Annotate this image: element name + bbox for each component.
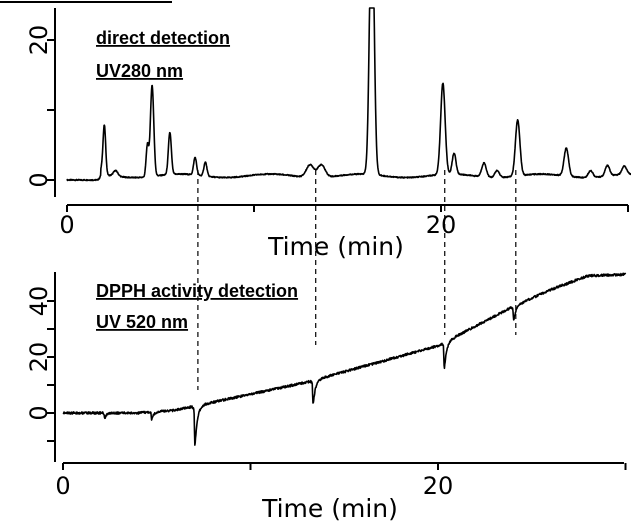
bottom-x-axis-title: Time (min) — [261, 494, 398, 523]
bottom-x-tick-label-0: 0 — [55, 472, 70, 500]
bottom-annotation-line-1: DPPH activity detection — [96, 281, 298, 301]
bottom-y-tick-label-40: 40 — [25, 286, 53, 317]
top-x-tick-label-20: 20 — [426, 211, 457, 239]
bottom-uv520-trace — [62, 272, 627, 446]
top-annotation-line-2: UV280 nm — [96, 61, 183, 81]
bottom-y-tick-label-0: 0 — [25, 405, 53, 420]
top-x-axis-title: Time (min) — [267, 232, 404, 261]
peak-correlation-guides — [197, 170, 517, 390]
top-annotation-line-1: direct detection — [96, 28, 230, 48]
top-panel-direct-detection: 0 20 0 20 Time (min) direct detection UV… — [25, 7, 631, 261]
top-uv280-trace — [66, 7, 631, 182]
bottom-axis-ticks — [47, 300, 627, 470]
bottom-annotation-line-2: UV 520 nm — [96, 312, 188, 332]
bottom-x-tick-label-20: 20 — [423, 472, 454, 500]
bottom-panel-dpph-detection: 0 20 40 0 20 Time (min) DPPH activity de… — [25, 272, 627, 523]
top-axis-ticks — [47, 39, 629, 212]
bottom-y-tick-label-20: 20 — [25, 342, 53, 373]
top-y-tick-label-0: 0 — [25, 172, 53, 187]
top-x-tick-label-0: 0 — [59, 211, 74, 239]
top-y-tick-label-20: 20 — [25, 25, 53, 56]
